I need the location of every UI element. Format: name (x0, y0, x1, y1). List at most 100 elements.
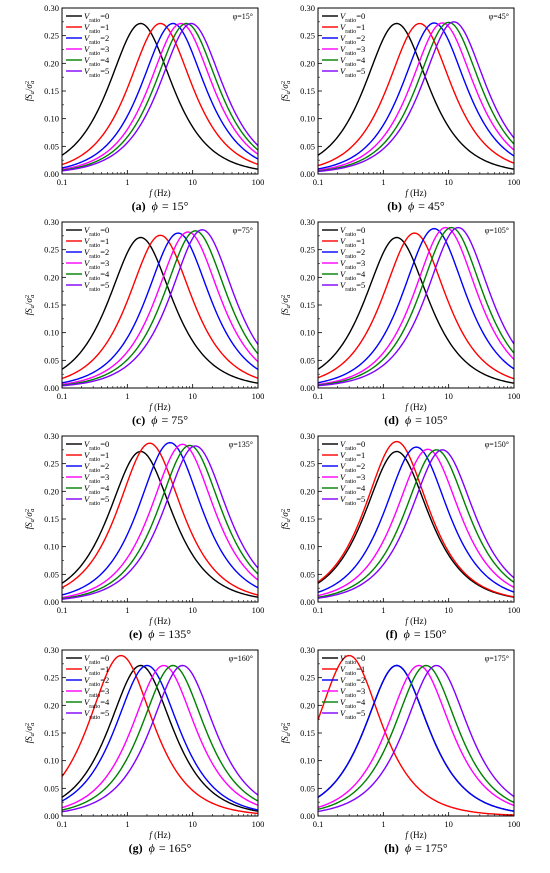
legend-entry-0: Vratio=0 (84, 11, 109, 24)
x-tick-label: 100 (252, 605, 265, 615)
y-tick-label: 0.15 (44, 300, 59, 310)
y-tick-label: 0.05 (44, 141, 59, 151)
legend-entry-2: Vratio=2 (84, 247, 109, 260)
legend-entry-1: Vratio=1 (84, 664, 109, 677)
series-line-4 (318, 226, 514, 386)
legend-entry-0: Vratio=0 (340, 653, 365, 666)
legend-entry-1: Vratio=1 (340, 22, 365, 35)
x-tick-label: 100 (252, 391, 265, 401)
y-tick-label: 0.15 (300, 86, 315, 96)
angle-annotation: φ=160° (229, 654, 253, 663)
series-line-1 (62, 654, 258, 815)
legend-entry-5: Vratio=5 (340, 280, 365, 293)
series-line-4 (318, 21, 514, 172)
x-tick-label: 100 (508, 391, 521, 401)
series-line-2 (318, 22, 514, 170)
x-tick-label: 0.1 (313, 605, 324, 615)
y-tick-label: 0.15 (300, 300, 315, 310)
x-tick-label: 100 (252, 177, 265, 187)
y-tick-label: 0.30 (44, 217, 59, 227)
y-tick-label: 0.25 (300, 673, 315, 683)
y-tick-label: 0.25 (300, 459, 315, 469)
y-tick-label: 0.05 (300, 569, 315, 579)
x-tick-label: 1 (381, 177, 385, 187)
series-line-2 (62, 441, 258, 596)
legend-entry-1: Vratio=1 (84, 236, 109, 249)
legend-entry-5: Vratio=5 (84, 66, 109, 79)
y-axis-label: fSa/σ2a (24, 723, 36, 744)
legend: Vratio=0Vratio=1Vratio=2Vratio=3Vratio=4… (322, 439, 366, 507)
y-axis-label: fSa/σ2a (280, 295, 292, 316)
legend-entry-4: Vratio=4 (84, 697, 110, 710)
x-tick-label: 10 (444, 819, 453, 829)
x-tick-label: 100 (508, 177, 521, 187)
legend-entry-4: Vratio=4 (84, 483, 110, 496)
series-line-0 (62, 236, 258, 384)
y-tick-label: 0.30 (44, 3, 59, 13)
legend-entry-2: Vratio=2 (340, 33, 365, 46)
x-tick-label: 0.1 (313, 177, 324, 187)
series-line-0 (318, 236, 514, 384)
chart-panel-4: 0.00 0.05 0.10 0.15 0.20 0.25 0.30 0.1 1 10 100 f (… (280, 217, 520, 427)
x-tick-label: 0.1 (313, 819, 324, 829)
series-lines (62, 441, 258, 600)
y-tick-label: 0.20 (44, 700, 59, 710)
series-line-2 (62, 22, 258, 169)
x-tick-label: 1 (381, 391, 385, 401)
series-line-4 (318, 449, 514, 599)
series-line-2 (318, 664, 514, 812)
angle-annotation: φ=45° (489, 12, 509, 21)
series-line-3 (318, 664, 514, 809)
series-line-3 (62, 22, 258, 171)
series-line-0 (62, 22, 258, 170)
y-tick-label: 0.20 (300, 58, 315, 68)
legend-entry-1: Vratio=1 (84, 22, 109, 35)
x-tick-label: 1 (125, 391, 129, 401)
panel-caption: (g) ϕ = 165° (129, 841, 192, 855)
series-lines (62, 654, 258, 815)
angle-annotation: φ=150° (485, 440, 509, 449)
y-axis-label: fSa/σ2a (24, 295, 36, 316)
y-tick-label: 0.00 (300, 811, 315, 821)
y-tick-label: 0.25 (44, 673, 59, 683)
series-line-3 (318, 226, 514, 386)
y-tick-label: 0.30 (300, 3, 315, 13)
x-tick-label: 0.1 (57, 177, 68, 187)
series-line-4 (62, 230, 258, 386)
y-tick-label: 0.00 (300, 383, 315, 393)
legend-entry-2: Vratio=2 (340, 675, 365, 688)
series-line-4 (62, 444, 258, 600)
series-line-5 (318, 226, 514, 387)
legend-entry-4: Vratio=4 (340, 697, 366, 710)
series-line-3 (62, 443, 258, 599)
y-tick-label: 0.25 (44, 31, 59, 41)
x-tick-label: 10 (188, 605, 197, 615)
legend-entry-4: Vratio=4 (340, 483, 366, 496)
legend-entry-5: Vratio=5 (340, 708, 365, 721)
y-tick-label: 0.00 (300, 597, 315, 607)
legend-entry-1: Vratio=1 (340, 450, 365, 463)
legend-entry-3: Vratio=3 (84, 44, 109, 57)
legend-entry-4: Vratio=4 (340, 55, 366, 68)
series-line-3 (62, 231, 258, 386)
legend: Vratio=0Vratio=1Vratio=2Vratio=3Vratio=4… (66, 225, 110, 293)
y-tick-label: 0.20 (44, 486, 59, 496)
x-tick-label: 0.1 (57, 605, 68, 615)
legend-entry-2: Vratio=2 (84, 461, 109, 474)
x-tick-label: 10 (444, 391, 453, 401)
legend: Vratio=0Vratio=1Vratio=2Vratio=3Vratio=4… (322, 653, 366, 721)
x-tick-label: 1 (125, 177, 129, 187)
x-tick-label: 1 (125, 605, 129, 615)
series-line-5 (62, 664, 258, 813)
x-tick-label: 10 (444, 605, 453, 615)
legend-entry-5: Vratio=5 (84, 280, 109, 293)
legend-entry-0: Vratio=0 (84, 439, 109, 452)
y-tick-label: 0.00 (44, 597, 59, 607)
series-line-3 (318, 448, 514, 597)
legend-entry-5: Vratio=5 (340, 66, 365, 79)
angle-annotation: φ=105° (485, 226, 509, 235)
x-tick-label: 10 (444, 177, 453, 187)
x-axis-label: f (Hz) (405, 616, 426, 626)
y-tick-label: 0.30 (44, 645, 59, 655)
